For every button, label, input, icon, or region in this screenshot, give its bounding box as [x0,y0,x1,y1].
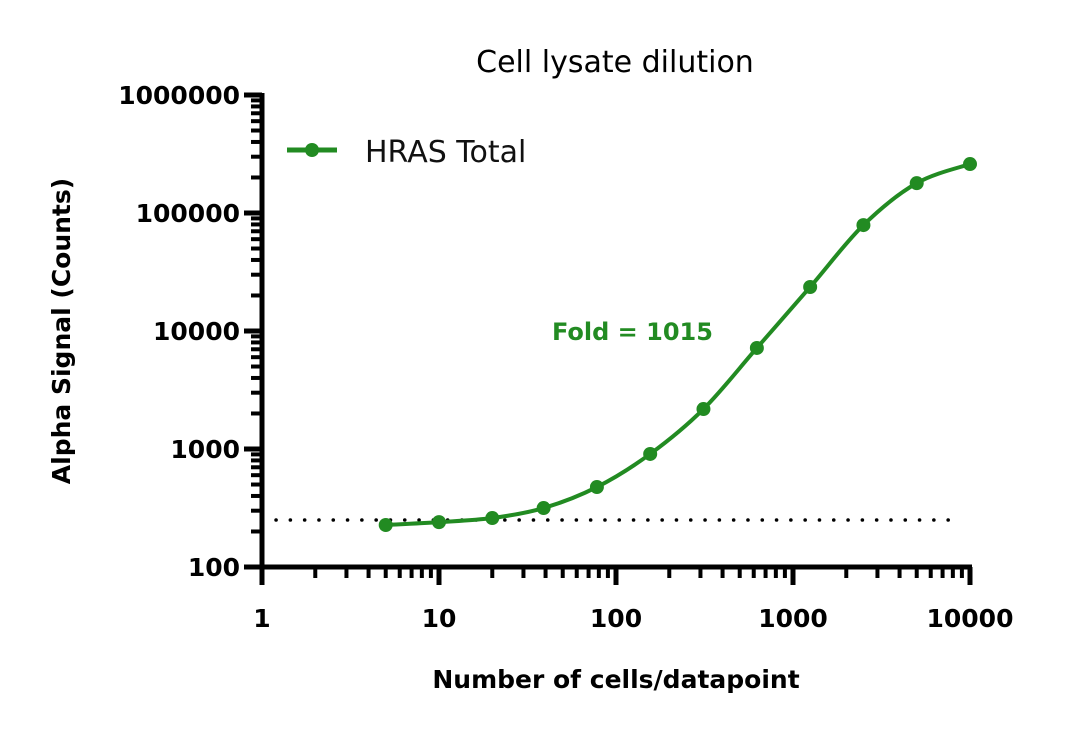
data-point [378,517,393,532]
y-tick-label: 1000000 [118,81,240,110]
chart-title: Cell lysate dilution [476,45,754,80]
y-tick-label: 100000 [136,199,240,228]
fold-annotation: Fold = 1015 [552,318,713,346]
y-tick-label: 100 [188,553,240,582]
legend-marker [305,143,319,157]
data-point [909,176,924,191]
legend: HRAS Total [287,135,526,170]
y-tick-label: 1000 [170,435,240,464]
legend-label: HRAS Total [365,135,526,170]
y-axis-title: Alpha Signal (Counts) [47,178,76,484]
x-tick-label: 1000 [758,604,828,633]
data-point [856,218,871,233]
data-point [643,446,658,461]
data-point [963,157,977,172]
data-point [696,402,711,417]
data-point [536,501,551,516]
x-tick-label: 100 [590,604,642,633]
axes: 1 10 100 1000 10000 100 1000 10000 100000 1000000 [118,81,1013,633]
y-tick-label: 10000 [153,317,240,346]
data-point [432,515,446,530]
x-tick-label: 10 [422,604,457,633]
series-hras-total [378,157,977,532]
x-tick-label: 10000 [927,604,1014,633]
data-point [589,480,604,495]
data-point [803,279,818,294]
data-point [749,340,764,355]
x-axis-title: Number of cells/datapoint [432,665,799,694]
x-tick-label: 1 [253,604,270,633]
data-point [485,511,500,526]
